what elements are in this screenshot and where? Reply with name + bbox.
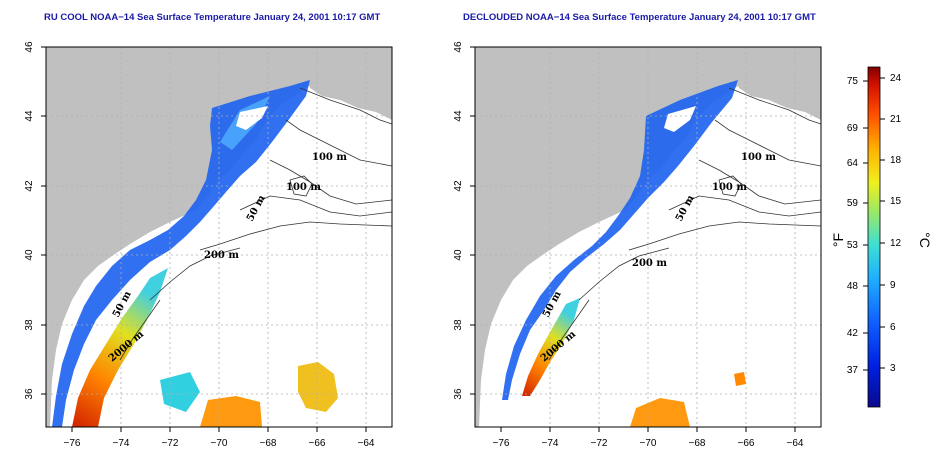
colorbar-celsius-tick: 9: [890, 280, 896, 291]
colorbar-fahrenheit-tick: 53: [847, 240, 859, 251]
left-ticks: [41, 46, 367, 432]
left-contour-label-200m: 200 m: [204, 250, 239, 261]
left-land-mass: [46, 47, 392, 427]
right-cold-water-shelf: [502, 80, 738, 400]
right-x-tick-label: −72: [591, 438, 608, 449]
colorbar-celsius-tick: 15: [890, 196, 902, 207]
colorbar-celsius-tick: 24: [890, 73, 902, 84]
right-x-tick-label: −66: [738, 438, 755, 449]
left-gulf-stream-warm: [72, 268, 168, 427]
right-y-tick-label: 46: [453, 41, 464, 53]
left-x-tick-label: −68: [260, 438, 277, 449]
right-ticks: [470, 46, 796, 432]
left-contour-label-100m-b: 100 m: [286, 182, 321, 193]
left-grid: [46, 47, 392, 427]
right-y-tick-label: 40: [453, 249, 464, 261]
left-y-tick-label: 36: [24, 388, 35, 400]
temperature-colorbar: 75 69 64 59 53 48 42 37 24 21 18 15 12 9…: [830, 66, 933, 408]
right-cape-cod-white: [664, 106, 696, 132]
colorbar-fahrenheit-tick: 64: [847, 158, 859, 169]
right-contour-label-100m-a: 100 m: [741, 152, 776, 163]
left-x-tick-label: −66: [309, 438, 326, 449]
right-x-tick-label: −76: [493, 438, 510, 449]
left-nova-scotia-land: [300, 52, 392, 120]
left-y-tick-label: 42: [24, 180, 35, 192]
left-map-panel: 100 m 100 m 50 m 200 m 50 m 2000 m −76 −…: [24, 41, 393, 449]
right-contour-label-100m-b: 100 m: [712, 182, 747, 193]
left-y-tick-label: 40: [24, 249, 35, 261]
left-x-tick-label: −76: [64, 438, 81, 449]
right-y-tick-label: 44: [453, 110, 464, 122]
left-x-tick-label: −64: [358, 438, 375, 449]
colorbar-fahrenheit-tick: 48: [847, 281, 859, 292]
fahrenheit-unit-label: °F: [830, 233, 846, 247]
right-x-tick-label: −70: [640, 438, 657, 449]
left-offshore-warm-patch: [200, 396, 262, 427]
left-bathymetry-contours: [119, 87, 392, 361]
right-land-mass: [475, 47, 821, 427]
colorbar-fahrenheit-tick: 69: [847, 123, 859, 134]
right-map-panel: 100 m 100 m 50 m 200 m 50 m 2000 m −76 −…: [453, 41, 822, 449]
right-x-tick-label: −74: [542, 438, 559, 449]
colorbar-fahrenheit-tick: 42: [847, 328, 859, 339]
left-x-tick-label: −74: [113, 438, 130, 449]
right-x-tick-label: −68: [689, 438, 706, 449]
colorbar-celsius-tick: 18: [890, 155, 902, 166]
colorbar-ticks: [863, 77, 885, 371]
left-x-tick-label: −70: [211, 438, 228, 449]
colorbar-celsius-tick: 21: [890, 114, 902, 125]
right-y-tick-label: 36: [453, 388, 464, 400]
left-panel-title: RU COOL NOAA−14 Sea Surface Temperature …: [44, 12, 381, 23]
right-small-warm-patch: [734, 372, 746, 386]
colorbar-celsius-tick: 12: [890, 238, 902, 249]
colorbar-fahrenheit-tick: 75: [847, 76, 859, 87]
right-panel-title: DECLOUDED NOAA−14 Sea Surface Temperatur…: [463, 12, 816, 23]
celsius-unit-label: °C: [917, 232, 933, 248]
left-contour-label-100m-a: 100 m: [312, 152, 347, 163]
right-contour-label-200m: 200 m: [632, 258, 667, 269]
left-cold-water-shelf: [52, 80, 310, 427]
right-gulf-stream-warm: [522, 298, 580, 396]
colorbar-gradient: [867, 66, 881, 408]
left-y-tick-label: 38: [24, 319, 35, 331]
right-offshore-warm-patch: [630, 398, 690, 427]
colorbar-celsius-tick: 3: [890, 363, 896, 374]
left-offshore-warm-patch-2: [298, 362, 338, 412]
left-y-tick-label: 46: [24, 41, 35, 53]
left-y-tick-label: 44: [24, 110, 35, 122]
right-y-tick-label: 42: [453, 180, 464, 192]
right-bathymetry-contours: [548, 87, 821, 361]
right-x-tick-label: −64: [787, 438, 804, 449]
colorbar-fahrenheit-tick: 37: [847, 365, 859, 376]
left-x-tick-label: −72: [162, 438, 179, 449]
right-nova-scotia-land: [729, 52, 821, 120]
colorbar-fahrenheit-tick: 59: [847, 198, 859, 209]
right-y-tick-label: 38: [453, 319, 464, 331]
right-grid: [475, 47, 821, 427]
left-cape-cod-white: [236, 106, 268, 130]
colorbar-celsius-tick: 6: [890, 322, 896, 333]
